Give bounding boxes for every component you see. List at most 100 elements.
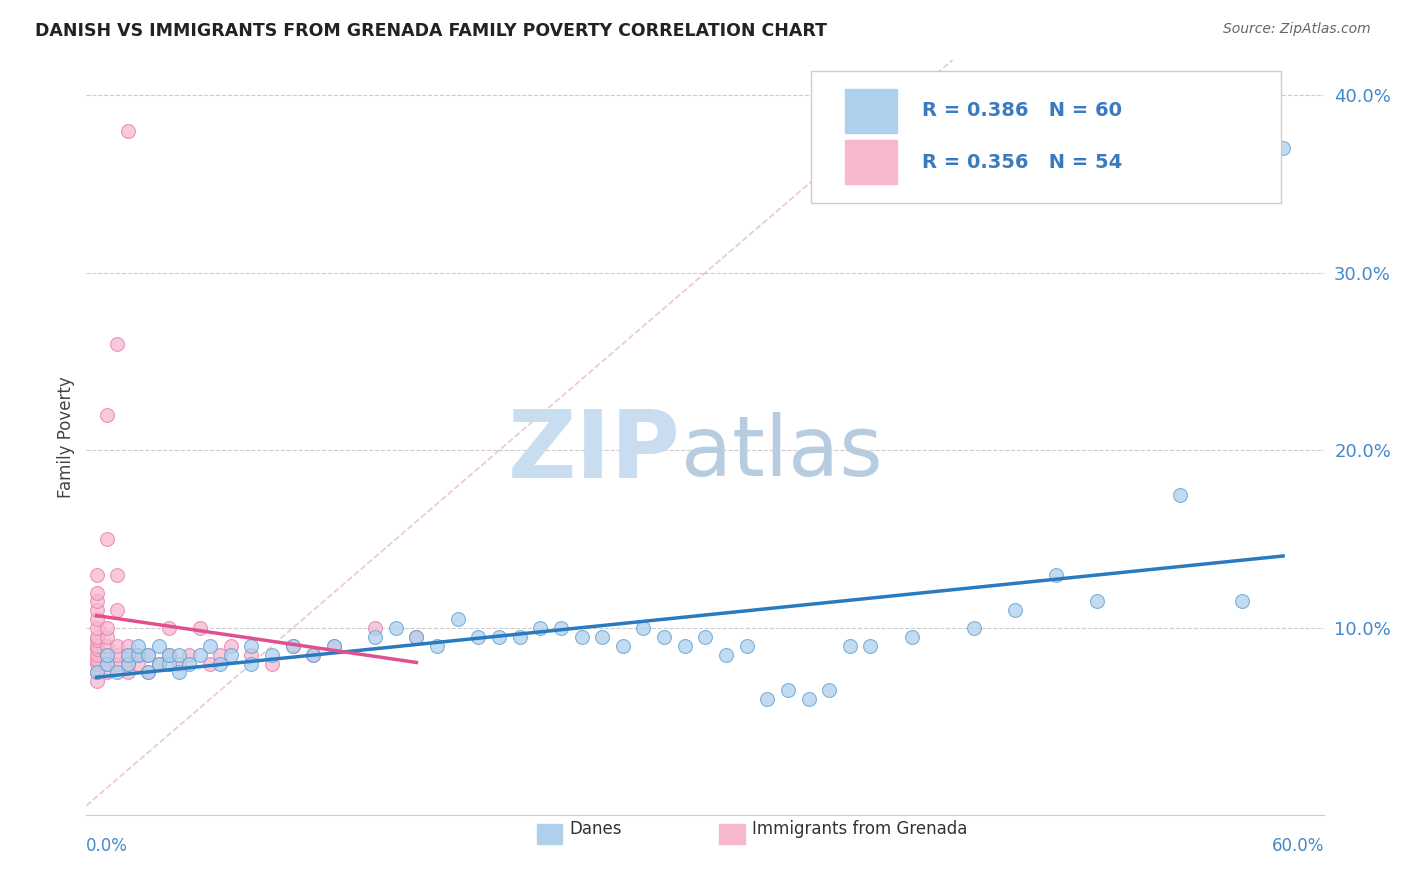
Point — [127, 648, 149, 662]
Point — [96, 657, 118, 671]
Point — [96, 533, 118, 547]
Point — [1087, 594, 1109, 608]
Text: R = 0.356   N = 54: R = 0.356 N = 54 — [922, 153, 1122, 172]
Point — [117, 657, 139, 671]
Point — [209, 648, 232, 662]
Point — [1272, 141, 1295, 155]
Point — [209, 657, 232, 671]
Point — [86, 665, 108, 680]
Point — [695, 630, 717, 644]
Point — [105, 567, 128, 582]
Point — [167, 657, 190, 671]
Text: atlas: atlas — [681, 412, 883, 492]
Point — [426, 639, 449, 653]
Point — [117, 648, 139, 662]
Point — [797, 692, 820, 706]
Point — [86, 612, 108, 626]
Point — [117, 123, 139, 137]
Point — [127, 648, 149, 662]
Text: 0.0%: 0.0% — [86, 837, 128, 855]
Text: R = 0.386   N = 60: R = 0.386 N = 60 — [922, 102, 1122, 120]
Point — [96, 657, 118, 671]
Point — [117, 657, 139, 671]
Point — [148, 639, 170, 653]
Point — [188, 621, 211, 635]
Point — [86, 657, 108, 671]
Point — [105, 657, 128, 671]
Point — [179, 648, 201, 662]
Point — [86, 585, 108, 599]
Point — [673, 639, 696, 653]
Point — [105, 648, 128, 662]
Point — [96, 648, 118, 662]
Point — [136, 648, 159, 662]
Point — [136, 665, 159, 680]
Point — [405, 630, 427, 644]
Point — [260, 648, 283, 662]
Text: Source: ZipAtlas.com: Source: ZipAtlas.com — [1223, 22, 1371, 37]
Point — [735, 639, 758, 653]
Point — [776, 683, 799, 698]
Point — [86, 603, 108, 617]
Point — [612, 639, 634, 653]
Point — [96, 648, 118, 662]
Point — [157, 648, 180, 662]
Point — [86, 642, 108, 657]
Point — [859, 639, 882, 653]
Point — [86, 594, 108, 608]
Text: DANISH VS IMMIGRANTS FROM GRENADA FAMILY POVERTY CORRELATION CHART: DANISH VS IMMIGRANTS FROM GRENADA FAMILY… — [35, 22, 827, 40]
Point — [571, 630, 593, 644]
Point — [157, 657, 180, 671]
Point — [96, 665, 118, 680]
Point — [364, 630, 387, 644]
Point — [900, 630, 922, 644]
Point — [240, 648, 263, 662]
Point — [591, 630, 613, 644]
Point — [117, 665, 139, 680]
Point — [148, 657, 170, 671]
Point — [488, 630, 510, 644]
Bar — [845, 89, 897, 133]
Text: ZIP: ZIP — [508, 406, 681, 498]
Point — [652, 630, 675, 644]
Point — [714, 648, 737, 662]
Point — [96, 630, 118, 644]
Point — [364, 621, 387, 635]
Point — [86, 674, 108, 689]
Point — [157, 648, 180, 662]
Point — [105, 603, 128, 617]
Point — [96, 408, 118, 422]
Point — [105, 665, 128, 680]
Point — [117, 639, 139, 653]
Point — [1004, 603, 1026, 617]
Y-axis label: Family Poverty: Family Poverty — [58, 376, 75, 498]
Point — [302, 648, 325, 662]
Text: 60.0%: 60.0% — [1272, 837, 1324, 855]
Point — [167, 665, 190, 680]
Point — [240, 639, 263, 653]
Point — [188, 648, 211, 662]
Point — [281, 639, 304, 653]
FancyBboxPatch shape — [811, 71, 1281, 203]
Point — [127, 639, 149, 653]
Point — [105, 639, 128, 653]
Point — [219, 639, 242, 653]
Point — [219, 648, 242, 662]
Point — [136, 648, 159, 662]
Point — [198, 657, 221, 671]
Point — [96, 621, 118, 635]
Text: Immigrants from Grenada: Immigrants from Grenada — [752, 821, 967, 838]
Point — [385, 621, 408, 635]
Bar — [845, 140, 897, 184]
Point — [322, 639, 344, 653]
Point — [86, 639, 108, 653]
Point — [179, 657, 201, 671]
Point — [405, 630, 427, 644]
Point — [322, 639, 344, 653]
Point — [148, 657, 170, 671]
Point — [1230, 594, 1253, 608]
Point — [96, 639, 118, 653]
Point — [86, 633, 108, 648]
Point — [529, 621, 551, 635]
Point — [117, 648, 139, 662]
